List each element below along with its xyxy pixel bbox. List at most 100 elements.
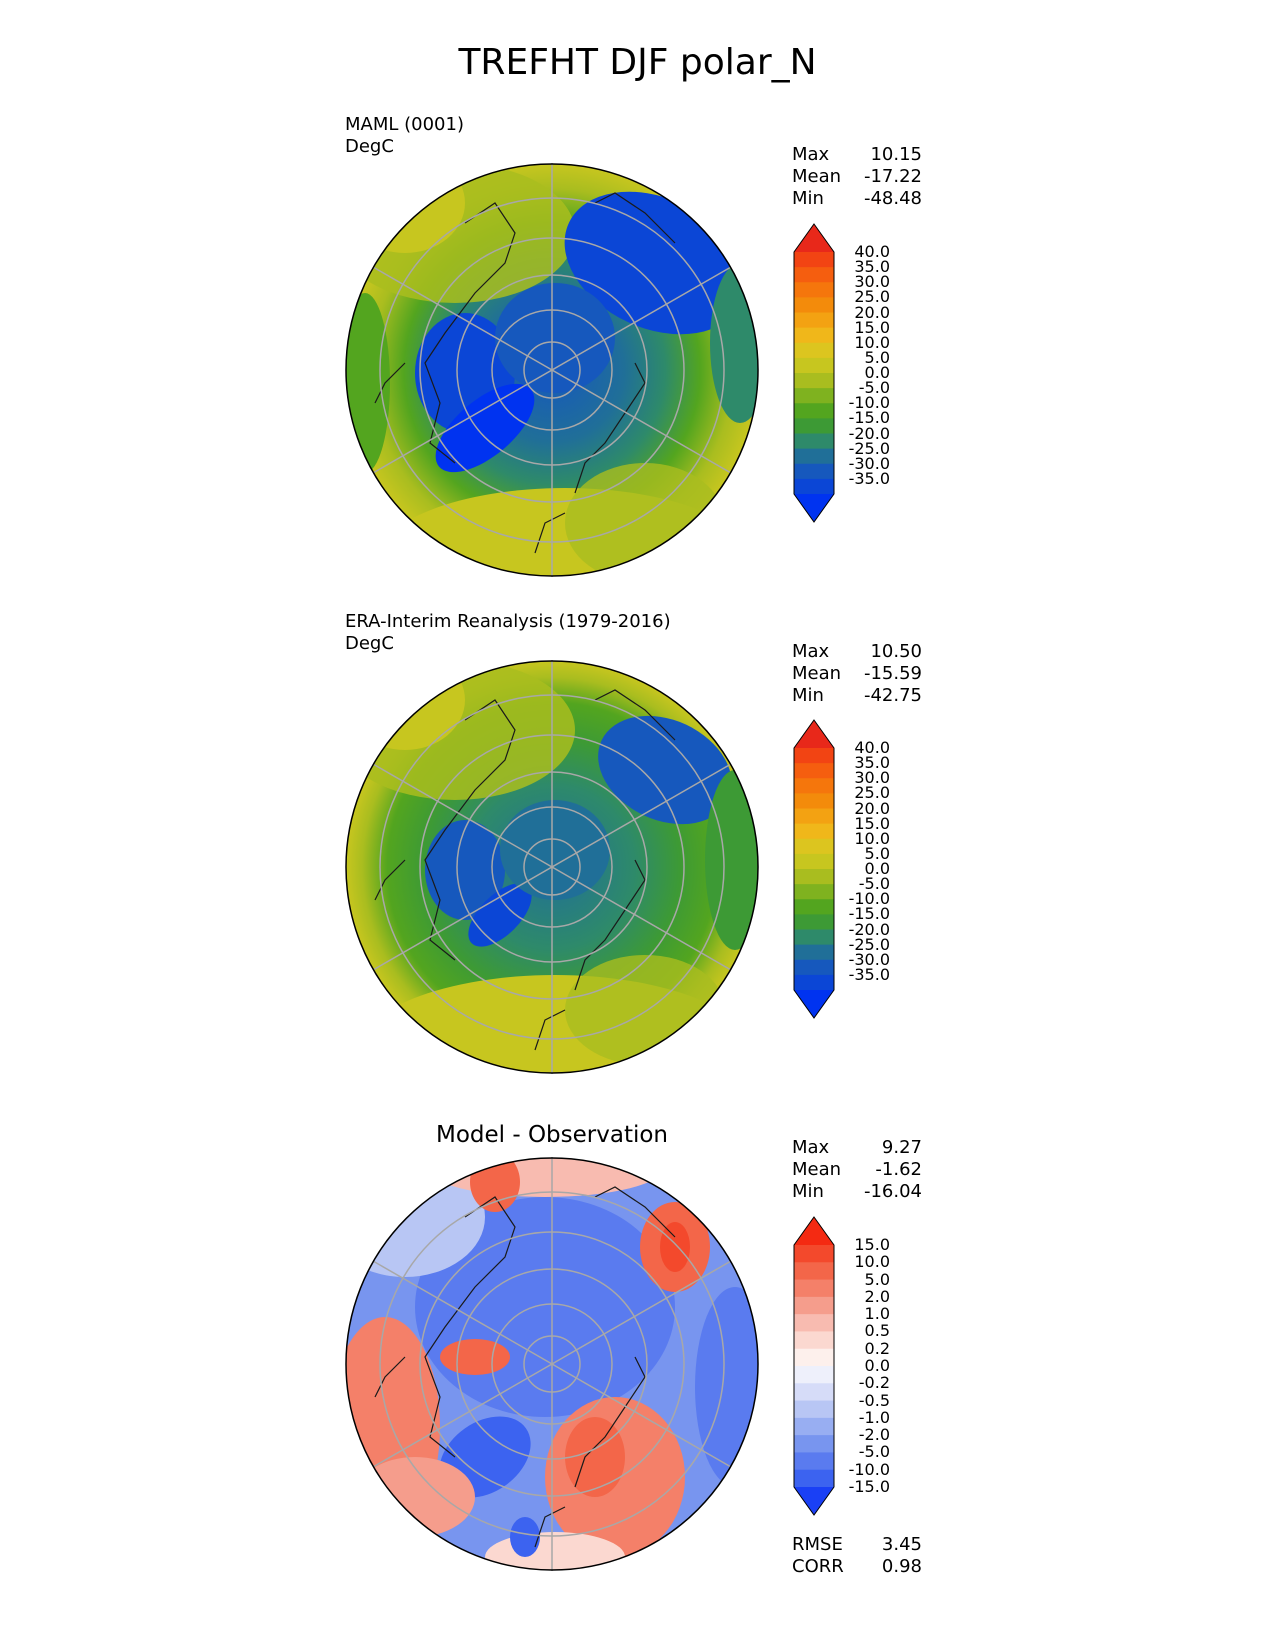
- colorbar-outline: [793, 1216, 835, 1516]
- map-field: [346, 164, 575, 303]
- colorbar-segment: [794, 342, 834, 359]
- colorbar-tick-label: 0.2: [864, 1338, 890, 1358]
- colorbar-segment: [794, 899, 834, 915]
- colorbar-tick-label: 20.0: [854, 798, 890, 818]
- map-field: [468, 883, 532, 947]
- panel3-colorbar: [793, 1216, 835, 1516]
- colorbar-tick-label: 30.0: [854, 768, 890, 788]
- colorbar-tick-label: -10.0: [848, 393, 890, 413]
- colorbar-segment: [794, 884, 834, 900]
- colorbar-tick-label: 35.0: [854, 753, 890, 773]
- map-field: [346, 1158, 485, 1277]
- map-field: [565, 1417, 625, 1497]
- panel1-colorbar-labels: 40.0 35.0 30.0 25.0 20.0 15.0 10.0 5.0 0.0 -5.0 -1…: [842, 224, 922, 522]
- colorbar-extend-min: [794, 990, 834, 1018]
- colorbar-segment: [794, 869, 834, 885]
- colorbar-tick-label: -30.0: [848, 949, 890, 969]
- colorbar-outline: [793, 223, 835, 523]
- colorbar-segment: [794, 808, 834, 825]
- map-field: [425, 820, 505, 920]
- colorbar-segment: [794, 463, 834, 480]
- colorbar-segment: [794, 433, 834, 450]
- stat-label: Min: [792, 1181, 824, 1202]
- stat-value: -1.62: [875, 1159, 922, 1180]
- colorbar-segment: [794, 1245, 834, 1263]
- colorbar-tick-label: -25.0: [848, 438, 890, 458]
- colorbar-segment: [794, 403, 834, 419]
- stat-value: 10.15: [870, 144, 922, 165]
- colorbar-segment: [794, 1314, 834, 1333]
- colorbar-segment: [794, 793, 834, 810]
- graticule: [372, 1157, 732, 1571]
- colorbar-segment: [794, 914, 834, 931]
- stat-label: Mean: [792, 166, 842, 187]
- colorbar-segment: [794, 1452, 834, 1471]
- colorbar-tick-label: 15.0: [854, 813, 890, 833]
- map-field: [346, 661, 465, 750]
- stat-label: Mean: [792, 1159, 842, 1180]
- map-field: [470, 1158, 520, 1212]
- panel2-colorbar: [793, 719, 835, 1019]
- colorbar-segment: [794, 1279, 834, 1298]
- colorbar-tick-label: -20.0: [848, 919, 890, 939]
- colorbar-extend-max: [794, 1217, 834, 1245]
- metric-value: 0.98: [881, 1556, 922, 1577]
- colorbar-tick-label: -2.0: [858, 1425, 890, 1445]
- colorbar-tick-label: -35.0: [848, 468, 890, 488]
- colorbar-segment: [794, 778, 834, 794]
- colorbar-segment: [794, 974, 834, 991]
- coastlines: [374, 1186, 676, 1548]
- map-field: [660, 1222, 690, 1272]
- colorbar-segment: [794, 448, 834, 465]
- colorbar-tick-label: -5.0: [858, 378, 890, 398]
- colorbar-tick-label: -10.0: [848, 889, 890, 909]
- stat-label: Max: [792, 641, 830, 662]
- graticule: [372, 660, 732, 1074]
- colorbar-segment: [794, 763, 834, 779]
- map-field: [435, 383, 535, 473]
- coastlines: [374, 689, 676, 1051]
- map-field: [510, 1517, 540, 1557]
- panel3-colorbar-labels: 15.0 10.0 5.0 2.0 1.0 0.5 0.2 0.0 -0.2 -0.5 -1.0 -2…: [842, 1217, 922, 1515]
- colorbar-segment: [794, 388, 834, 404]
- colorbar-segment: [794, 1296, 834, 1315]
- colorbar-tick-label: 10.0: [854, 332, 890, 352]
- colorbar-segment: [794, 748, 834, 764]
- stat-value: -48.48: [863, 188, 922, 209]
- stat-value: -42.75: [863, 685, 922, 706]
- stat-label: Min: [792, 685, 824, 706]
- map-field: [495, 283, 615, 393]
- graticule: [372, 163, 732, 577]
- colorbar-segment: [794, 252, 834, 268]
- colorbar-extend-min: [794, 494, 834, 522]
- colorbar-segment: [794, 1383, 834, 1402]
- colorbar-segment: [794, 853, 834, 870]
- colorbar-tick-label: -25.0: [848, 934, 890, 954]
- map-field: [485, 1532, 625, 1570]
- colorbar-tick-label: 1.0: [864, 1304, 890, 1324]
- map-boundary: [345, 163, 759, 577]
- colorbar-tick-label: 40.0: [854, 738, 890, 757]
- colorbar-tick-label: 0.0: [864, 363, 890, 382]
- metric-value: 3.45: [881, 1534, 922, 1555]
- stat-value: 10.50: [870, 641, 922, 662]
- stat-value: 9.27: [881, 1137, 922, 1158]
- colorbar-tick-label: -0.2: [858, 1373, 890, 1393]
- colorbar-tick-label: 10.0: [854, 828, 890, 848]
- colorbar-tick-label: -0.5: [858, 1390, 890, 1410]
- panel2-colorbar-labels: 40.0 35.0 30.0 25.0 20.0 15.0 10.0 5.0 0.0 -5.0 -1…: [842, 720, 922, 1018]
- stat-label: Min: [792, 188, 824, 209]
- colorbar-segment: [794, 357, 834, 374]
- colorbar-tick-label: 20.0: [854, 302, 890, 322]
- colorbar-tick-label: 25.0: [854, 783, 890, 803]
- colorbar-segment: [794, 1400, 834, 1419]
- colorbar-tick-label: 15.0: [854, 317, 890, 337]
- colorbar-tick-label: 10.0: [854, 1252, 890, 1272]
- colorbar-tick-label: -10.0: [848, 1459, 890, 1479]
- map-field: [440, 1339, 510, 1375]
- panel3-polar-map: [345, 1157, 759, 1571]
- colorbar-segment: [794, 929, 834, 946]
- colorbar-tick-label: 15.0: [854, 1235, 890, 1254]
- colorbar-tick-label: -5.0: [858, 1442, 890, 1462]
- map-field: [346, 661, 575, 800]
